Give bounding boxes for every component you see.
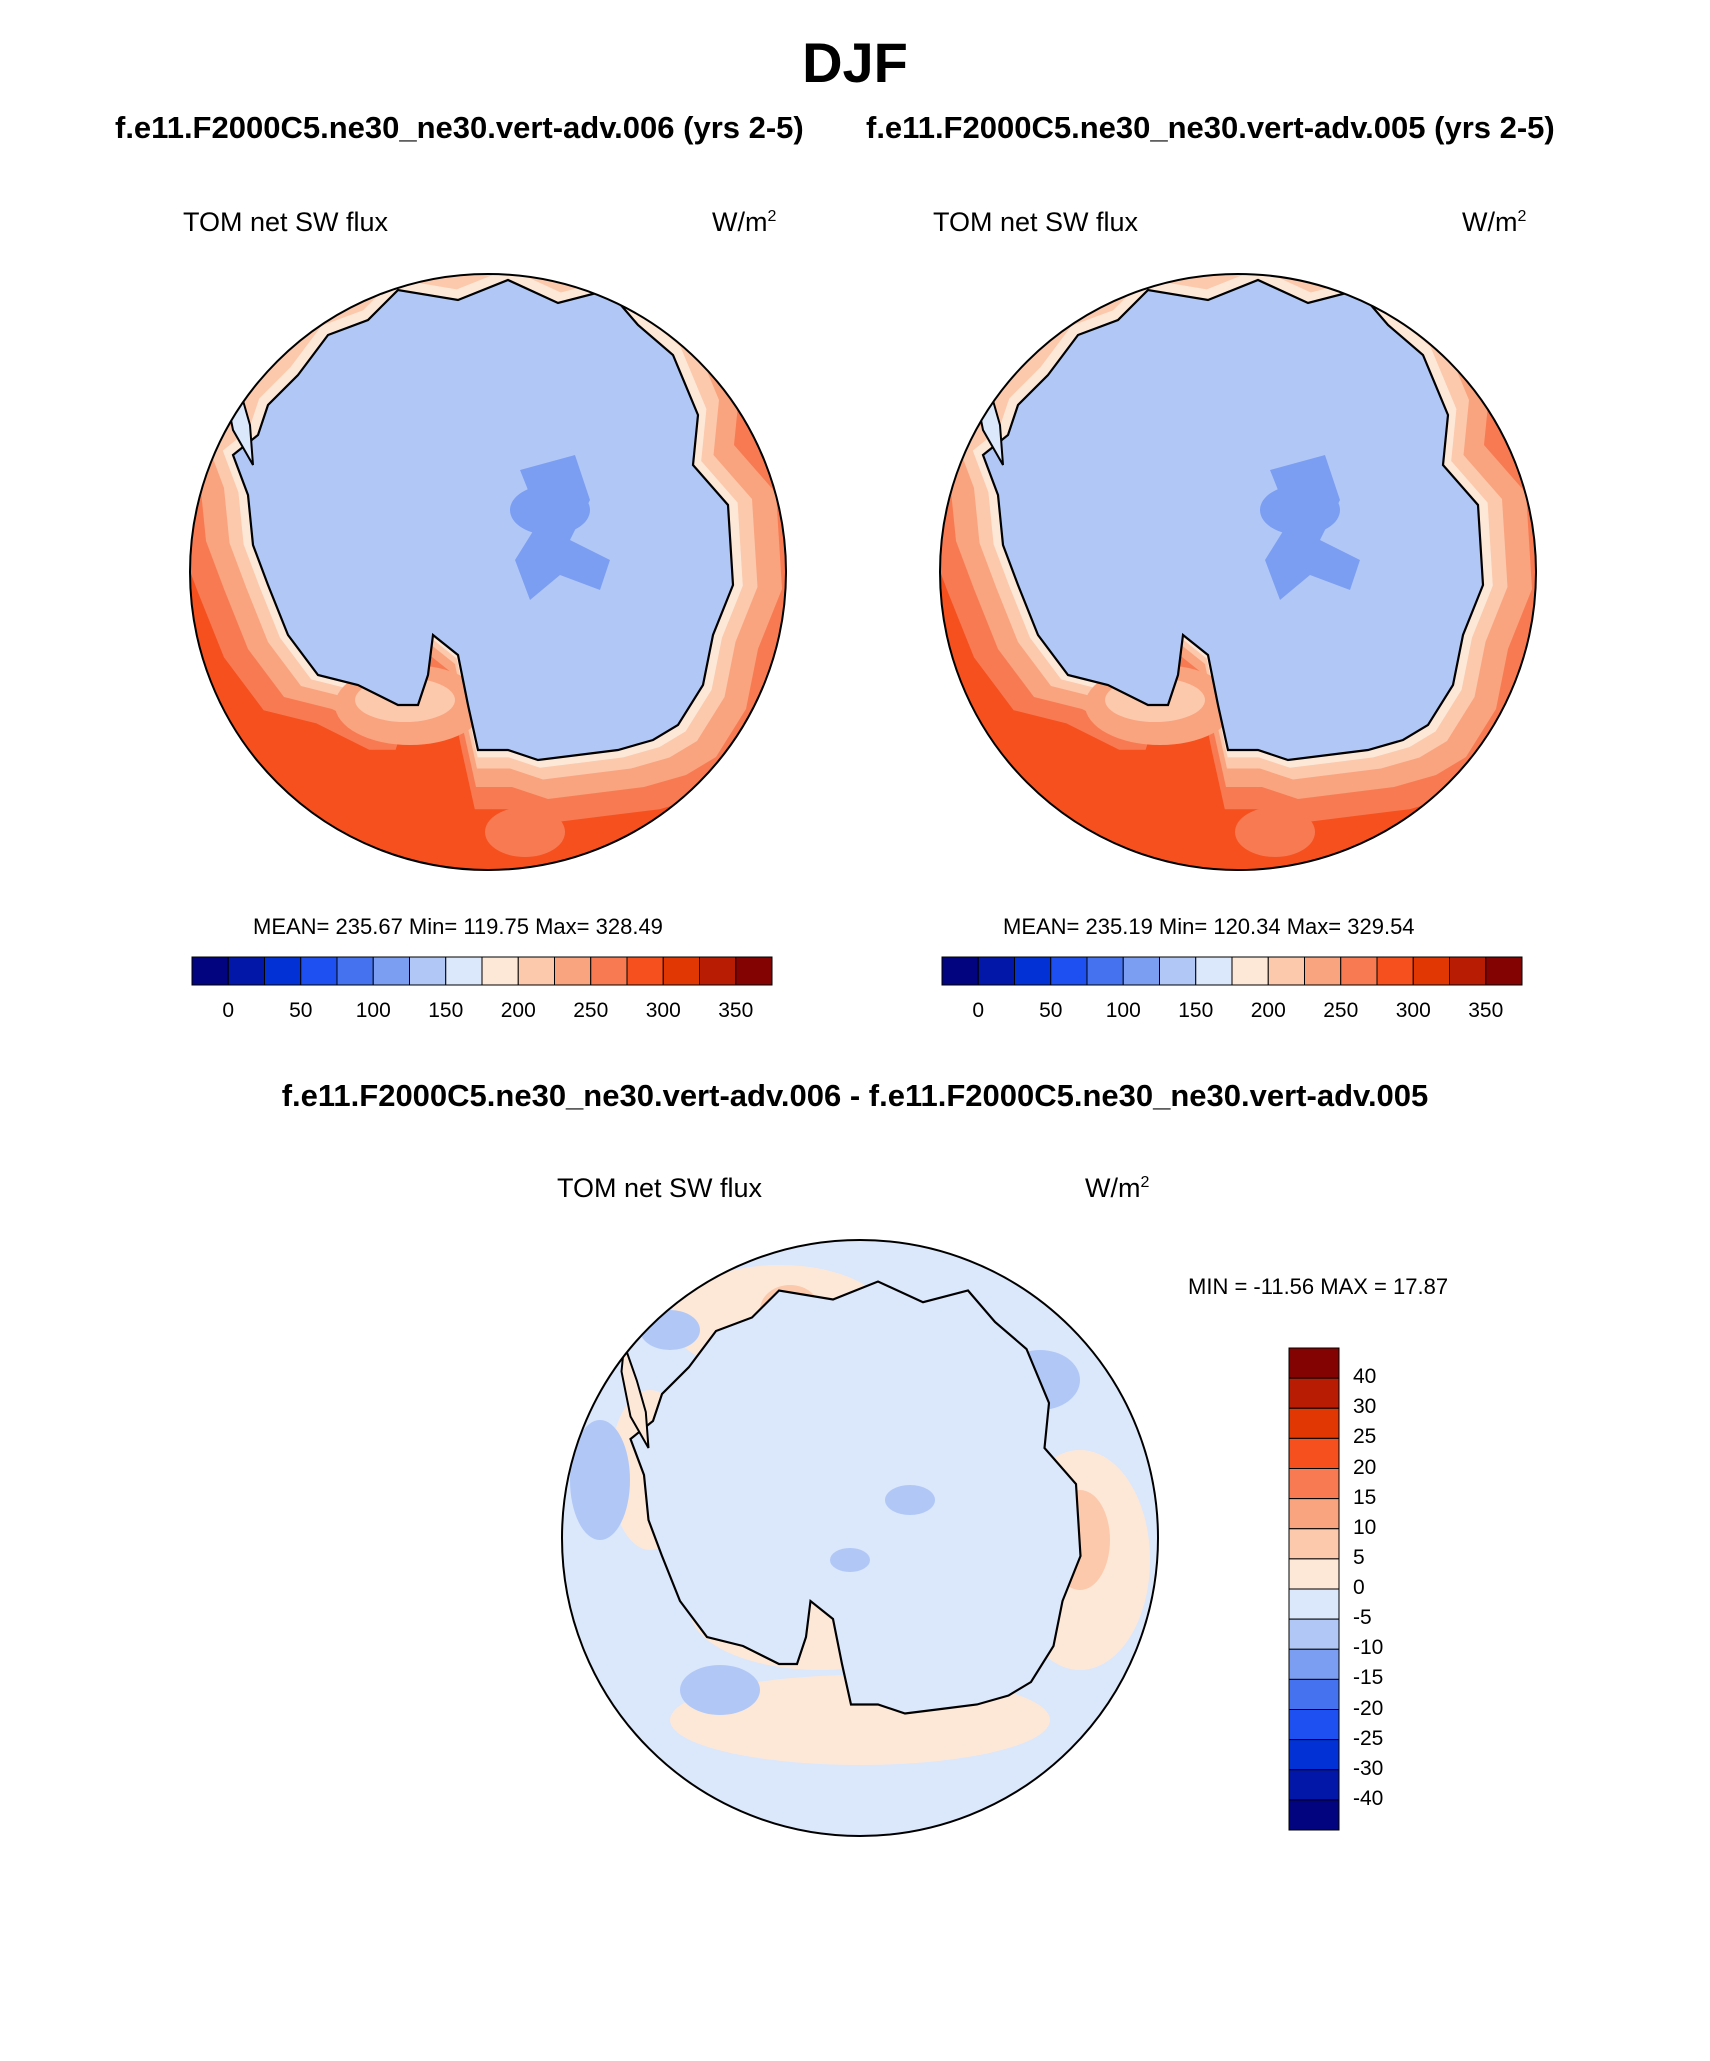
difference-colorbar-tick-label: -5 [1353, 1606, 1372, 1630]
panel-1-colorbar-box [699, 956, 737, 986]
difference-colorbar-tick-label: 30 [1353, 1395, 1377, 1419]
difference-colorbar-box [1288, 1618, 1340, 1650]
panel-2-colorbar-box [1195, 956, 1233, 986]
panel-1-stats: MEAN= 235.67 Min= 119.75 Max= 328.49 [253, 914, 663, 939]
difference-colorbar-tick-label: 0 [1353, 1576, 1365, 1599]
panel-2-stats: MEAN= 235.19 Min= 120.34 Max= 329.54 [1003, 914, 1415, 939]
difference-colorbar-box [1288, 1648, 1340, 1680]
difference-colorbar-tick-label: 40 [1353, 1365, 1377, 1389]
difference-colorbar-box [1288, 1769, 1340, 1801]
difference-colorbar-tick-label: -15 [1353, 1666, 1384, 1690]
panel-1-colorbar-box [264, 956, 302, 986]
difference-colorbar-tick-label: 10 [1353, 1515, 1377, 1539]
panel-2-colorbar-tick-label: 350 [1468, 999, 1504, 1022]
panel-2-colorbar-box [1304, 956, 1342, 986]
panel-2-colorbar-tick-label: 100 [1105, 999, 1141, 1022]
panel-2-case-title: f.e11.F2000C5.ne30_ne30.vert-adv.005 (yr… [866, 110, 1555, 145]
difference-colorbar-box [1288, 1407, 1340, 1439]
panel-2-colorbar-box [1159, 956, 1197, 986]
panel-2-colorbar-tick-label: 250 [1323, 999, 1359, 1022]
difference-colorbar-box [1288, 1588, 1340, 1620]
difference-colorbar-tick-label: -20 [1353, 1696, 1384, 1720]
difference-variable-label: TOM net SW flux [557, 1173, 763, 1203]
figure-title: DJF [802, 31, 908, 94]
panel-1-colorbar-tick-label: 150 [428, 999, 464, 1022]
panel-1-map [189, 273, 787, 871]
panel-2-variable-label: TOM net SW flux [933, 207, 1139, 237]
difference-colorbar-tick-label: 5 [1353, 1545, 1365, 1569]
panel-1-colorbar-tick-label: 50 [289, 999, 313, 1022]
panel-2-colorbar-tick-label: 200 [1250, 999, 1286, 1022]
panel-1-colorbar-tick-label: 100 [355, 999, 391, 1022]
panel-1-colorbar-box [554, 956, 592, 986]
panel-1-colorbar-tick-label: 350 [718, 999, 754, 1022]
panel-2-colorbar-box [1231, 956, 1269, 986]
difference-colorbar-box [1288, 1678, 1340, 1710]
panel-1-colorbar-tick-label: 250 [573, 999, 609, 1022]
panel-2-colorbar-box [1485, 956, 1523, 986]
panel-2-colorbar-tick-label: 150 [1178, 999, 1214, 1022]
panel-2-units-label: W/m2 [1462, 207, 1527, 237]
panel-1-colorbar-box [735, 956, 773, 986]
panel-1-colorbar-box [191, 956, 229, 986]
panel-2-colorbar-box [1412, 956, 1450, 986]
difference-colorbar-box [1288, 1799, 1340, 1831]
difference-map [561, 1239, 1159, 1837]
panel-2-colorbar-box [1122, 956, 1160, 986]
difference-colorbar-tick-label: 15 [1353, 1485, 1377, 1509]
panel-1-colorbar-box [409, 956, 447, 986]
panel-2-colorbar-box [1050, 956, 1088, 986]
panel-1-units-label: W/m2 [712, 207, 777, 237]
panel-2-colorbar-tick-label: 0 [972, 999, 985, 1022]
panel-2-colorbar [941, 956, 1523, 986]
difference-colorbar-tick-label: -10 [1353, 1636, 1384, 1660]
difference-colorbar-box [1288, 1377, 1340, 1409]
panel-1-colorbar-box [481, 956, 519, 986]
panel-2-colorbar-box [977, 956, 1015, 986]
panel-1-colorbar-box [626, 956, 664, 986]
difference-colorbar-box [1288, 1437, 1340, 1469]
panel-2-colorbar-box [1086, 956, 1124, 986]
panel-1-colorbar-box [300, 956, 338, 986]
panel-1-colorbar-tick-label: 0 [222, 999, 235, 1022]
panel-1-colorbar-box [336, 956, 374, 986]
difference-colorbar-tick-label: -25 [1353, 1726, 1384, 1750]
panel-2-colorbar-tick-label: 300 [1395, 999, 1431, 1022]
difference-colorbar-tick-label: 20 [1353, 1455, 1377, 1479]
panel-1-colorbar-box [372, 956, 410, 986]
difference-units-label: W/m2 [1085, 1173, 1150, 1203]
panel-1-colorbar-box [227, 956, 265, 986]
panel-1-colorbar-box [517, 956, 555, 986]
panel-2-colorbar-box [1340, 956, 1378, 986]
panel-2-colorbar-box [1376, 956, 1414, 986]
panel-1-colorbar [191, 956, 773, 986]
panel-2-colorbar-box [941, 956, 979, 986]
difference-colorbar-box [1288, 1739, 1340, 1771]
panel-1-variable-label: TOM net SW flux [183, 207, 389, 237]
difference-colorbar-box [1288, 1558, 1340, 1590]
difference-colorbar [1288, 1347, 1340, 1831]
difference-colorbar-box [1288, 1709, 1340, 1741]
panel-2-colorbar-box [1014, 956, 1052, 986]
difference-colorbar-tick-label: -40 [1353, 1786, 1384, 1810]
difference-colorbar-box [1288, 1468, 1340, 1500]
difference-colorbar-box [1288, 1528, 1340, 1560]
panel-1-colorbar-box [445, 956, 483, 986]
panel-1-case-title: f.e11.F2000C5.ne30_ne30.vert-adv.006 (yr… [115, 110, 804, 145]
panel-1-colorbar-tick-label: 200 [500, 999, 536, 1022]
panel-1-colorbar-box [662, 956, 700, 986]
difference-colorbar-tick-label: -30 [1353, 1756, 1384, 1780]
panel-2-colorbar-tick-label: 50 [1039, 999, 1063, 1022]
panel-1-colorbar-tick-label: 300 [645, 999, 681, 1022]
panel-2-map [939, 273, 1537, 871]
difference-stats: MIN = -11.56 MAX = 17.87 [1188, 1274, 1449, 1299]
difference-colorbar-box [1288, 1347, 1340, 1379]
difference-colorbar-tick-label: 25 [1353, 1425, 1377, 1449]
difference-colorbar-box [1288, 1498, 1340, 1530]
difference-title: f.e11.F2000C5.ne30_ne30.vert-adv.006 - f… [281, 1078, 1429, 1113]
panel-2-colorbar-box [1267, 956, 1305, 986]
panel-2-colorbar-box [1449, 956, 1487, 986]
panel-1-colorbar-box [590, 956, 628, 986]
